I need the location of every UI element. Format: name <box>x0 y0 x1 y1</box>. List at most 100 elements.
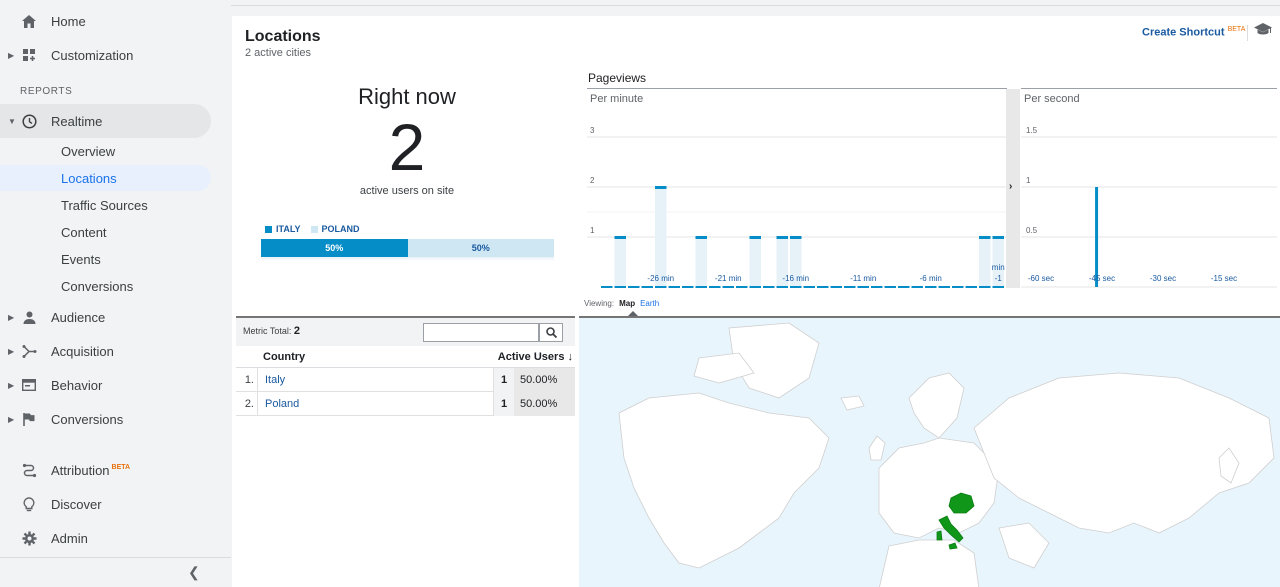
create-shortcut-button[interactable]: Create Shortcut BETA <box>1142 26 1245 39</box>
active-users-count: 2 <box>388 110 426 184</box>
active-users-label: active users on site <box>359 185 455 197</box>
map-region-sardinia <box>936 530 943 541</box>
per-second-caption: Per second <box>1024 93 1080 105</box>
bar-base <box>668 286 680 288</box>
y-tick-label: 0.5 <box>1026 226 1038 235</box>
bar-base <box>965 286 977 288</box>
legend-label: POLAND <box>321 224 360 234</box>
chevron-left-icon[interactable]: ❮ <box>188 564 200 580</box>
home-icon <box>21 13 37 29</box>
sidebar-subitem-overview[interactable]: Overview <box>0 138 211 164</box>
x-tick-label: -11 min <box>850 274 876 283</box>
table-row: 2. Poland 1 50.00% <box>236 392 575 416</box>
bar-base <box>844 286 856 288</box>
sidebar-item-label: Discover <box>51 496 102 512</box>
tab-map[interactable]: Map <box>619 299 636 308</box>
bar <box>614 237 626 287</box>
bar <box>790 237 802 287</box>
bar-base <box>884 286 896 288</box>
sidebar-subitem-traffic-sources[interactable]: Traffic Sources <box>0 192 211 218</box>
bar <box>776 237 788 287</box>
table-toolbar: Metric Total: 2 <box>236 316 575 346</box>
x-tick-label: -45 sec <box>1089 274 1115 283</box>
y-tick-label: 3 <box>590 126 595 135</box>
sidebar-item-label: Customization <box>51 47 134 63</box>
row-country-link[interactable]: Poland <box>265 398 300 410</box>
bar-top <box>776 236 788 239</box>
bar-top <box>790 236 802 239</box>
sidebar-item-realtime[interactable]: ▼ Realtime <box>0 104 211 138</box>
sidebar: Home ▶ Customization REPORTS ▼ Realtime … <box>0 0 231 587</box>
sidebar-subitem-locations[interactable]: Locations <box>0 165 211 191</box>
behavior-icon <box>21 377 37 393</box>
split-segment-italy: 50% <box>261 239 408 257</box>
graduation-cap-icon[interactable] <box>1254 23 1272 41</box>
subitem-label: Events <box>61 252 101 267</box>
bar-base <box>790 286 802 288</box>
sidebar-subitem-events[interactable]: Events <box>0 246 211 272</box>
clock-icon <box>21 113 37 129</box>
locations-table: Metric Total: 2 Country Active Users ↓ 1… <box>236 316 575 416</box>
chevron-right-icon[interactable]: › <box>1009 181 1013 192</box>
caret-right-icon: ▶ <box>8 50 15 60</box>
map-region-africa <box>879 539 980 587</box>
right-now-title: Right now <box>358 84 456 109</box>
per-minute-caption: Per minute <box>590 93 644 105</box>
split-legend: ITALY POLAND <box>265 224 360 234</box>
sidebar-item-label: Conversions <box>51 411 124 427</box>
country-split-bar: 50% 50% <box>261 239 554 257</box>
y-tick-label: 2 <box>590 176 595 185</box>
bar-base <box>601 286 613 288</box>
bar-base <box>803 286 815 288</box>
split-bar-shadow <box>261 257 554 261</box>
y-tick-label: 1 <box>1026 176 1031 185</box>
bar-base <box>857 286 869 288</box>
x-tick-label: -1 <box>995 274 1003 283</box>
row-country-link[interactable]: Italy <box>265 374 286 386</box>
x-tick-label-extra: min <box>992 263 1005 272</box>
map-region-arctic-islands <box>693 352 755 384</box>
bar-base <box>614 286 626 288</box>
x-tick-label: -21 min <box>715 274 742 283</box>
bar-base <box>952 286 964 288</box>
tab-earth[interactable]: Earth <box>640 299 660 308</box>
column-header-country[interactable]: Country <box>263 351 306 363</box>
subitem-label: Content <box>61 225 107 240</box>
subitem-label: Traffic Sources <box>61 198 148 213</box>
sidebar-subitem-conversions[interactable]: Conversions <box>0 273 211 299</box>
table-search-input[interactable] <box>423 323 539 342</box>
bar-base <box>749 286 761 288</box>
world-map-svg <box>618 322 1275 587</box>
caret-down-icon: ▼ <box>8 116 16 126</box>
create-shortcut-label: Create Shortcut <box>1142 26 1225 39</box>
subitem-label: Overview <box>61 144 116 159</box>
bar <box>695 237 707 287</box>
sidebar-item-label: Attribution <box>51 462 110 478</box>
y-tick-label: 1 <box>590 226 595 235</box>
sidebar-item-label: Admin <box>51 530 88 546</box>
column-header-active-users[interactable]: Active Users ↓ <box>498 351 573 363</box>
x-tick-label: -16 min <box>782 274 809 283</box>
chart-expand-divider[interactable]: › <box>1006 89 1020 288</box>
search-icon <box>545 327 557 338</box>
table-search-button[interactable] <box>539 323 563 342</box>
sidebar-item-label: Behavior <box>51 377 103 393</box>
metric-total-label: Metric Total: <box>243 326 292 336</box>
map-region-scandinavia <box>908 372 965 439</box>
bar-base <box>695 286 707 288</box>
reports-section-title: REPORTS <box>20 86 73 97</box>
sidebar-subitem-content[interactable]: Content <box>0 219 211 245</box>
bar-top <box>749 236 761 239</box>
column-header-label: Active Users <box>497 351 565 363</box>
lightbulb-icon <box>21 496 37 512</box>
page-subtitle: 2 active cities <box>245 47 312 59</box>
bar-base <box>817 286 829 288</box>
subitem-label: Locations <box>61 171 117 186</box>
bar <box>655 187 667 287</box>
metric-total-value: 2 <box>293 325 300 337</box>
world-map[interactable] <box>579 316 1280 587</box>
legend-swatch <box>265 226 272 233</box>
map-region-arabia <box>998 522 1050 569</box>
per-second-svg: 0.5 1 1.5 -60 sec -45 sec -30 sec -15 sec <box>1021 126 1277 288</box>
selected-tab-indicator <box>628 311 638 316</box>
